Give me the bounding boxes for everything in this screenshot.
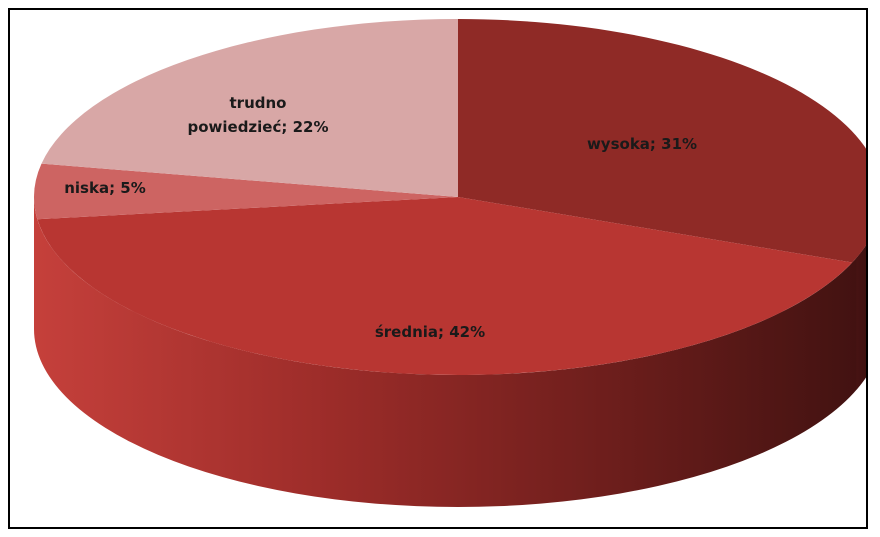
pie-side-layer (34, 197, 866, 507)
pie-slice-label-2: niska; 5% (64, 179, 146, 197)
pie-slice-2 (33, 163, 459, 220)
pie-top-layer (33, 19, 866, 375)
chart-frame: wysoka; 31% średnia; 42% niska; 5% trudno po… (8, 8, 868, 529)
pie-chart: wysoka; 31% średnia; 42% niska; 5% trudno po… (33, 19, 866, 507)
pie-side-shade (856, 245, 866, 390)
pie-label-layer: wysoka; 31% średnia; 42% niska; 5% trudno po… (64, 94, 697, 341)
pie-slice-3 (41, 19, 459, 197)
pie-slice-label-1: średnia; 42% (375, 323, 485, 341)
pie-slice-label-0: wysoka; 31% (587, 135, 697, 153)
pie-slice-0 (458, 19, 866, 263)
pie-side-wall (34, 197, 866, 507)
pie-slice-label-3: trudno powiedzieć; 22% (187, 94, 328, 136)
pie-slice-1 (37, 197, 853, 375)
